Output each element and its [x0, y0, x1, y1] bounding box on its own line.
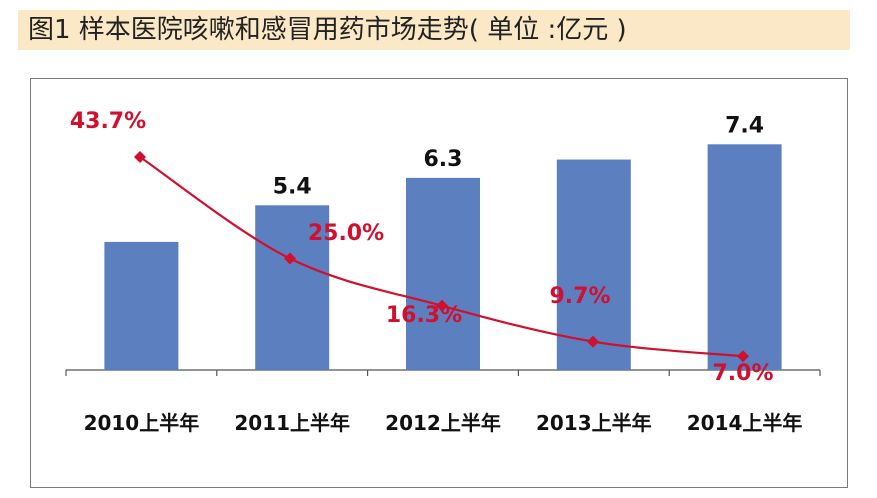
- line-marker-4: [737, 350, 749, 363]
- line-marker-2: [436, 299, 448, 312]
- bar-2: [406, 177, 480, 370]
- line-marker-0: [134, 151, 146, 163]
- bar-value-label-1: 5.4: [273, 174, 312, 199]
- x-tick-label-3: 2013上半年: [536, 411, 652, 435]
- bar-1: [255, 205, 330, 370]
- bar-4: [707, 144, 782, 370]
- x-tick-label-1: 2011上半年: [234, 411, 350, 435]
- bar-value-label-4: 7.4: [725, 113, 764, 138]
- bar-3: [556, 159, 631, 370]
- x-tick-label-4: 2014上半年: [687, 411, 803, 435]
- bar-0: [104, 241, 179, 370]
- bar-value-label-2: 6.3: [424, 147, 463, 172]
- line-value-label-4: 7.0%: [712, 361, 773, 386]
- line-marker-1: [284, 252, 296, 265]
- chart-title: 图1 样本医院咳嗽和感冒用药市场走势( 单位 :亿元 ): [28, 15, 627, 45]
- line-value-label-2: 16.3%: [386, 303, 462, 328]
- title-bar: 图1 样本医院咳嗽和感冒用药市场走势( 单位 :亿元 ): [18, 10, 850, 50]
- line-value-label-1: 25.0%: [308, 221, 384, 246]
- line-value-label-3: 9.7%: [549, 284, 610, 309]
- line-marker-3: [587, 335, 599, 348]
- x-tick-label-2: 2012上半年: [385, 411, 501, 435]
- line-value-label-0: 43.7%: [70, 109, 146, 134]
- x-tick-label-0: 2010上半年: [84, 411, 200, 435]
